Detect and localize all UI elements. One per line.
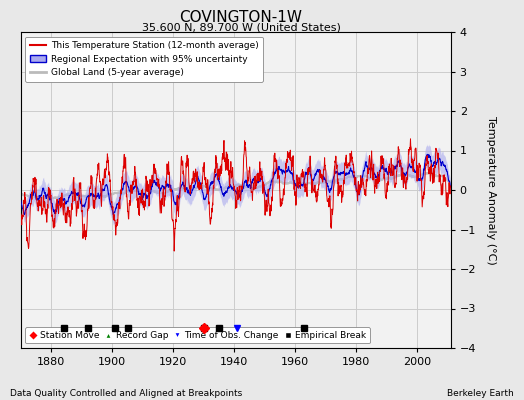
Text: 35.600 N, 89.700 W (United States): 35.600 N, 89.700 W (United States) [141,22,341,32]
Text: COVINGTON-1W: COVINGTON-1W [180,10,302,25]
Text: Data Quality Controlled and Aligned at Breakpoints: Data Quality Controlled and Aligned at B… [10,389,243,398]
Y-axis label: Temperature Anomaly (°C): Temperature Anomaly (°C) [486,116,496,264]
Text: Berkeley Earth: Berkeley Earth [447,389,514,398]
Legend: Station Move, Record Gap, Time of Obs. Change, Empirical Break: Station Move, Record Gap, Time of Obs. C… [26,327,370,344]
